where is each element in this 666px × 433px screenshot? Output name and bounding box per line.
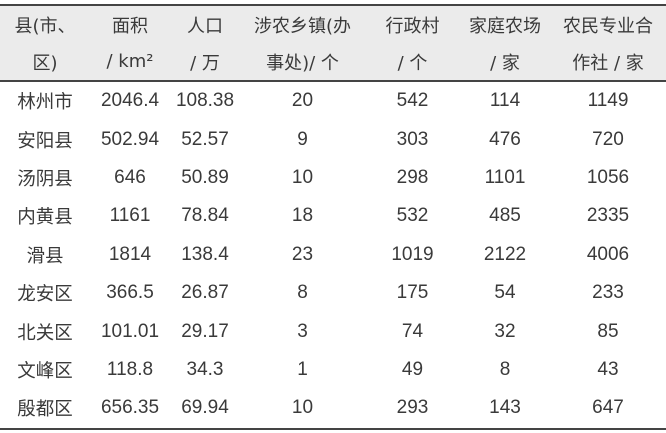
table-cell: 542 <box>396 90 429 112</box>
table-body: 林州市 2046.4 108.38 20 542 114 1149 安阳县 502.94 52.5… <box>0 81 666 429</box>
column-header: 人口 <box>187 15 223 37</box>
table-row: 内黄县 1161 78.84 18 532 485 2335 <box>0 197 666 235</box>
table-cell: 2335 <box>586 205 630 227</box>
table-cell: 303 <box>396 128 429 150</box>
column-header: / 个 <box>397 52 428 74</box>
column-header: 事处)/ 个 <box>266 52 339 74</box>
region-name-cell: 汤阴县 <box>17 168 73 190</box>
table-cell: 43 <box>597 358 619 380</box>
table-cell: 34.3 <box>186 358 224 380</box>
table-cell: 9 <box>297 128 308 150</box>
table-cell: 4006 <box>586 243 630 265</box>
region-name-cell: 龙安区 <box>17 284 73 306</box>
table-cell: 85 <box>597 320 619 342</box>
column-header: 作社 / 家 <box>572 52 644 74</box>
table-cell: 114 <box>489 90 521 112</box>
table-cell: 175 <box>396 282 429 304</box>
table-cell: 23 <box>291 243 314 265</box>
table-cell: 485 <box>489 205 521 227</box>
table-cell: 78.84 <box>181 205 229 227</box>
table-cell: 476 <box>489 128 521 150</box>
table-cell: 52.57 <box>181 128 229 150</box>
table-cell: 108.38 <box>175 90 235 112</box>
table-cell: 298 <box>396 166 429 188</box>
table-row: 安阳县 502.94 52.57 9 303 476 720 <box>0 120 666 158</box>
table-cell: 118.8 <box>106 358 154 380</box>
column-header: 涉农乡镇(办 <box>253 15 352 37</box>
table-cell: 293 <box>396 397 429 419</box>
column-header: 县(市、 <box>14 15 76 37</box>
table-cell: 18 <box>291 205 314 227</box>
table-cell: 1149 <box>587 90 629 112</box>
table-cell: 74 <box>401 320 424 342</box>
column-header: / 家 <box>490 52 520 74</box>
region-name-cell: 内黄县 <box>17 207 73 229</box>
region-name-cell: 林州市 <box>17 92 73 114</box>
table-cell: 656.35 <box>100 397 160 419</box>
table-cell: 720 <box>592 128 624 150</box>
table-row: 滑县 1814 138.4 23 1019 2122 4006 <box>0 236 666 274</box>
table-cell: 233 <box>592 282 624 304</box>
region-name-cell: 文峰区 <box>17 360 73 382</box>
table-cell: 10 <box>291 166 314 188</box>
table-cell: 2046.4 <box>100 90 160 112</box>
table-row: 林州市 2046.4 108.38 20 542 114 1149 <box>0 81 666 120</box>
table-cell: 10 <box>291 397 314 419</box>
header-row-2: 区) / km² / 万 事处)/ 个 / 个 / 家 作社 / 家 <box>0 43 666 81</box>
table-cell: 20 <box>291 90 314 112</box>
table-row: 汤阴县 646 50.89 10 298 1101 1056 <box>0 159 666 197</box>
table-cell: 2122 <box>483 243 527 265</box>
column-header: 农民专业合 <box>563 15 653 37</box>
table-cell: 366.5 <box>106 282 154 304</box>
table-cell: 8 <box>297 282 308 304</box>
table-cell: 502.94 <box>100 128 160 150</box>
table-cell: 101.01 <box>100 320 160 342</box>
table-cell: 50.89 <box>181 166 229 188</box>
region-name-cell: 滑县 <box>26 245 64 267</box>
column-header: 面积 <box>112 15 148 37</box>
column-header: 行政村 <box>385 15 440 37</box>
column-header: / 万 <box>190 52 220 74</box>
table-cell: 1056 <box>586 166 630 188</box>
table-cell: 32 <box>494 320 516 342</box>
table-cell: 1161 <box>109 205 151 227</box>
table-cell: 532 <box>396 205 429 227</box>
table-row: 文峰区 118.8 34.3 1 49 8 43 <box>0 351 666 389</box>
table-cell: 26.87 <box>181 282 229 304</box>
table-cell: 8 <box>499 358 511 380</box>
table-cell: 1814 <box>108 243 152 265</box>
table-cell: 1019 <box>391 243 434 265</box>
table-cell: 3 <box>297 320 308 342</box>
region-name-cell: 殷都区 <box>17 399 73 421</box>
table-cell: 54 <box>494 282 516 304</box>
table-cell: 138.4 <box>181 243 229 265</box>
table-cell: 49 <box>401 358 424 380</box>
table-cell: 69.94 <box>181 397 229 419</box>
column-header: 家庭农场 <box>469 15 541 37</box>
column-header: 区) <box>32 52 58 74</box>
table-header: 县(市、 面积 人口 涉农乡镇(办 行政村 家庭农场 农民专业合 区) / km² / 万 事处)… <box>0 5 666 81</box>
data-table: 县(市、 面积 人口 涉农乡镇(办 行政村 家庭农场 农民专业合 区) / km² / 万 事处)… <box>0 4 666 430</box>
table-cell: 646 <box>114 166 146 188</box>
table-cell: 1 <box>297 358 308 380</box>
table-row: 北关区 101.01 29.17 3 74 32 85 <box>0 312 666 350</box>
table-row: 殷都区 656.35 69.94 10 293 143 647 <box>0 389 666 428</box>
region-name-cell: 北关区 <box>17 322 73 344</box>
column-header: / km² <box>106 51 154 72</box>
region-name-cell: 安阳县 <box>17 130 73 152</box>
table-cell: 647 <box>592 397 624 419</box>
table-row: 龙安区 366.5 26.87 8 175 54 233 <box>0 274 666 312</box>
table-cell: 143 <box>489 397 521 419</box>
table-cell: 29.17 <box>181 320 229 342</box>
header-row-1: 县(市、 面积 人口 涉农乡镇(办 行政村 家庭农场 农民专业合 <box>0 5 666 43</box>
table-cell: 1101 <box>484 166 526 188</box>
